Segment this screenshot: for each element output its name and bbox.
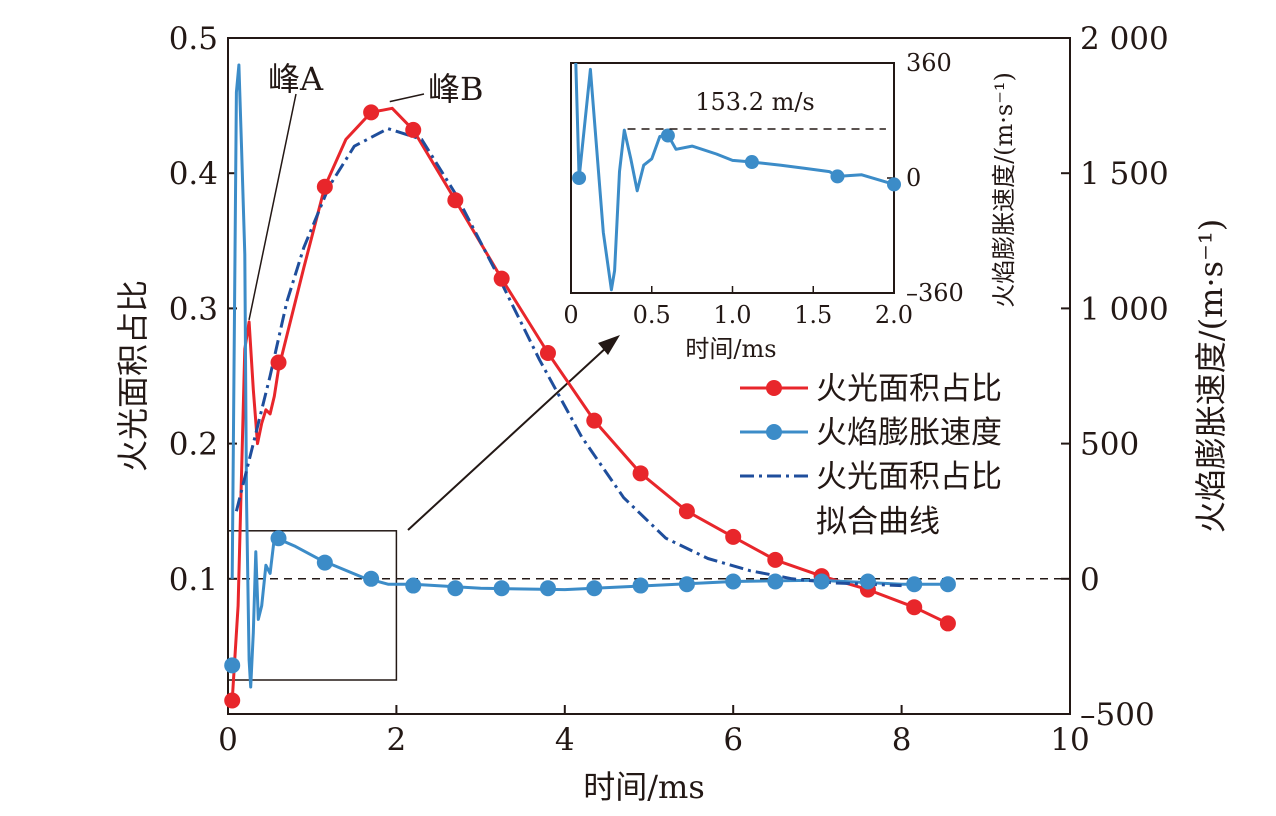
x-tick-label: 0 [218,722,238,758]
main-series-group [224,63,956,709]
series-point-flame-speed [906,576,923,593]
peak-b-leader-line [389,93,425,103]
series-point-area-ratio [725,528,742,545]
inset-y-tick-label: 0 [906,164,921,192]
series-point-flame-speed [270,530,287,547]
main-axis-ticks: 0 2 4 6 8 10 0.1 0.2 0.3 0.4 0.5 –500 0 500 1 000 1 500… [169,21,1169,758]
series-point-flame-speed [316,554,333,571]
x-tick-label: 6 [723,722,743,758]
series-point-flame-speed [632,577,649,594]
right-y-tick-label: 2 000 [1080,21,1169,57]
series-point-area-ratio [270,354,287,371]
series-point-flame-speed [447,580,464,597]
series-point-flame-speed [224,657,241,674]
inset-y-axis-title: 火焰膨胀速度/(m·s⁻¹) [990,72,1018,308]
left-y-tick-label: 0.3 [169,291,218,327]
left-y-tick-label: 0.5 [169,21,218,57]
right-y-tick-label: 1 000 [1080,291,1169,327]
series-point-area-ratio [939,615,956,632]
series-point-area-ratio [316,178,333,195]
left-y-tick-label: 0.2 [169,427,218,463]
series-point-area-ratio [767,551,784,568]
legend-marker-area-ratio [766,380,782,396]
x-axis-title: 时间/ms [583,768,705,806]
series-point-flame-speed [493,580,510,597]
series-point-flame-speed [678,576,695,593]
inset-x-tick-label: 0.5 [633,301,671,329]
series-point-flame-speed [586,580,603,597]
inset-series-point-flame-speed [660,128,675,143]
right-y-tick-label: –500 [1080,697,1155,733]
right-y-tick-label: 0 [1080,562,1100,598]
series-point-area-ratio [405,121,422,138]
x-tick-label: 4 [555,722,575,758]
inset-series-point-flame-speed [887,177,901,192]
series-point-area-ratio [906,599,923,616]
left-y-tick-label: 0.4 [169,156,218,192]
legend-marker-flame-speed [766,424,782,440]
series-point-flame-speed [405,577,422,594]
series-point-area-ratio [586,412,603,429]
inset-x-tick-label: 1.5 [794,301,832,329]
inset-source-box [227,530,398,681]
right-y-tick-label: 500 [1080,427,1139,463]
inset-x-axis-title: 时间/ms [685,335,776,363]
x-tick-label: 2 [387,722,407,758]
left-y-tick-label: 0.1 [169,562,218,598]
series-point-area-ratio [224,692,241,709]
left-y-axis-title: 火光面积占比 [114,280,152,472]
series-point-flame-speed [539,580,556,597]
series-point-flame-speed [363,570,380,587]
inset-series-point-flame-speed [830,169,845,184]
legend: 火光面积占比 火焰膨胀速度 火光面积占比 拟合曲线 [740,371,1002,540]
series-point-area-ratio [632,465,649,482]
series-point-area-ratio [678,503,695,520]
right-y-axis-title: 火焰膨胀速度/(m·s⁻¹) [1192,219,1230,533]
inset-pointer-arrowhead [598,335,620,355]
x-tick-label: 8 [892,722,912,758]
inset-reference-label: 153.2 m/s [695,88,815,116]
series-point-area-ratio [363,104,380,121]
series-point-area-ratio [493,270,510,287]
inset-series-line-flame-speed [574,62,895,292]
series-point-area-ratio [539,345,556,362]
series-point-flame-speed [859,573,876,590]
series-point-area-ratio [447,192,464,209]
inset-x-tick-label: 0 [563,301,578,329]
inset-y-tick-label: 360 [906,49,952,77]
inset-series-point-flame-speed [572,171,587,185]
peak-a-label: 峰A [268,60,324,98]
legend-label-fit-curve-line2: 拟合曲线 [816,504,940,540]
peak-b-label: 峰B [428,70,484,108]
legend-label-area-ratio: 火光面积占比 [816,371,1002,407]
inset-series-point-flame-speed [744,155,759,170]
main-plot-frame [227,37,1071,715]
legend-label-flame-speed: 火焰膨胀速度 [816,415,1002,451]
inset-series-group [572,62,901,292]
series-line-area-ratio [230,106,949,701]
x-tick-label: 10 [1050,722,1089,758]
series-point-flame-speed [767,573,784,590]
right-y-tick-label: 1 500 [1080,156,1169,192]
series-point-flame-speed [725,573,742,590]
inset-y-tick-label: –360 [906,279,964,307]
series-point-flame-speed [813,573,830,590]
inset-axis-ticks: 0 0.5 1.0 1.5 2.0–360 0 360 [563,49,963,329]
series-point-flame-speed [939,576,956,593]
legend-label-fit-curve: 火光面积占比 [816,459,1002,495]
inset-x-tick-label: 2.0 [875,301,913,329]
peak-a-leader-line [248,93,297,321]
inset-x-tick-label: 1.0 [713,301,751,329]
inset-pointer-arrow [407,345,609,531]
